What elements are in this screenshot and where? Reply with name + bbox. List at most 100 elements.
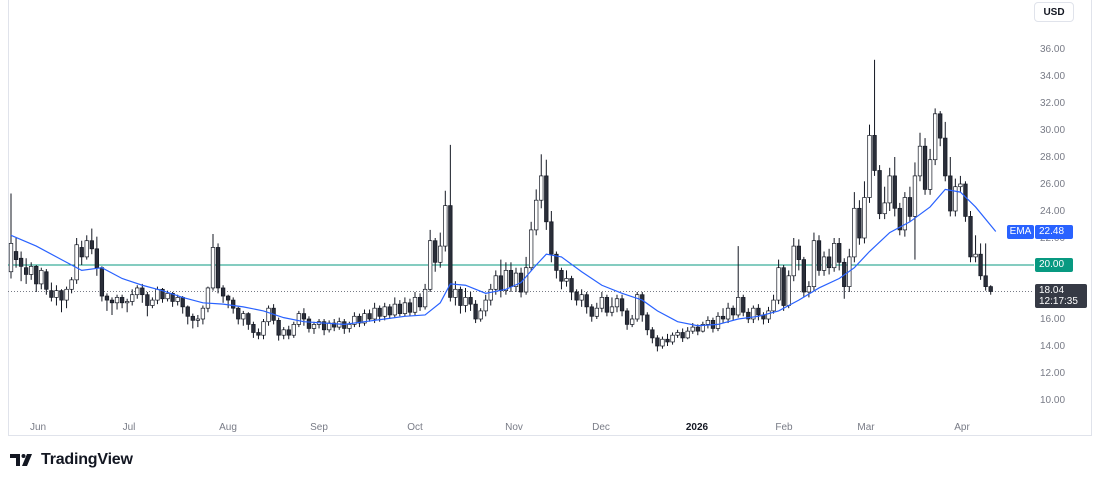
candle-body [943,137,948,177]
candle-body [54,290,59,298]
candle-body [210,247,216,289]
candle-body [907,197,913,217]
candle-body [498,275,503,291]
candle-body [387,306,392,316]
candle-body [645,314,650,331]
price-tick-label: 24.00 [1040,206,1065,217]
candle-body [968,216,973,258]
candle-body [59,290,64,301]
candle-body [746,311,751,320]
candle-body [523,267,529,293]
candle-body [948,175,953,212]
brand-name: TradingView [41,451,133,468]
candle-body [231,299,236,309]
candle-body [872,135,877,171]
candle-body [185,306,190,317]
candle-body [730,307,736,316]
candle-body [226,295,231,301]
candle-body [650,329,655,339]
time-axis-label: Aug [219,422,237,433]
candle-body [407,302,413,313]
candle-body [821,256,827,271]
candle-body [503,270,509,291]
candle-body [715,315,721,329]
candle-body [508,270,514,287]
candle-body [49,290,54,298]
candle-body [8,243,14,273]
candle-body [301,313,307,320]
candle-body [417,297,423,308]
candle-body [756,307,761,316]
price-tick-label: 16.00 [1040,314,1065,325]
currency-selector[interactable]: USD [1034,2,1074,22]
candle-body [579,294,584,301]
candle-body [534,199,539,231]
candle-body [458,288,463,306]
price-chart[interactable]: 36.0034.0032.0030.0028.0026.0024.0022.00… [0,0,1100,446]
time-axis-label: Mar [857,422,875,433]
candle-body [332,322,337,328]
candle-body [882,202,887,215]
candle-body [917,145,923,177]
last-price-tag: 18.04 12:17:35 [1035,284,1087,308]
candle-body [670,334,675,343]
candle-body [831,243,837,269]
candle-body [306,318,312,329]
candle-body [321,321,327,331]
candle-body [655,337,660,347]
candle-body [705,320,711,325]
time-axis-label: Feb [775,422,793,433]
chart-frame[interactable] [8,0,1092,436]
candle-body [438,245,443,263]
horizontal-level-tag: 20.00 [1035,258,1073,272]
candle-body [483,299,488,312]
candle-body [18,257,24,267]
candle-body [554,253,559,271]
candle-body [816,240,822,271]
candle-body [362,313,367,324]
candle-body [837,243,842,263]
price-tick-label: 30.00 [1040,125,1065,136]
candle-body [468,297,473,305]
candle-body [574,291,579,301]
candle-body [619,298,625,312]
candle-body [135,287,140,296]
candle-body [29,266,34,275]
candle-body [640,294,645,316]
candle-body [988,286,993,292]
candle-body [89,240,94,250]
candle-body [402,302,408,314]
candle-body [251,324,256,333]
candle-body [124,301,130,304]
candle-body [428,240,433,290]
candle-body [604,297,610,313]
candle-body [392,303,397,316]
candle-body [195,318,201,321]
candle-body [397,303,402,314]
candle-body [852,207,857,258]
candle-body [695,326,700,332]
candle-body [801,259,806,293]
candle-body [791,245,796,277]
candle-body [180,297,185,308]
tradingview-brand[interactable]: TradingView [10,451,133,469]
candle-body [513,272,519,287]
time-axis-label: Jul [123,422,136,433]
candle-body [786,275,791,306]
candle-body [938,113,943,139]
candle-body [170,293,175,302]
price-tick-label: 26.00 [1040,179,1065,190]
candle-body [826,256,832,269]
price-tick-label: 34.00 [1040,71,1065,82]
price-tick-label: 32.00 [1040,98,1065,109]
candle-body [352,315,357,325]
candle-body [599,297,604,309]
candle-body [236,307,241,320]
last-price-value: 18.04 [1039,285,1065,296]
candle-body [953,186,958,212]
price-tick-label: 36.00 [1040,44,1065,55]
candle-body [544,175,549,223]
candle-body [357,315,362,324]
candle-body [74,244,79,281]
candle-body [932,113,938,161]
